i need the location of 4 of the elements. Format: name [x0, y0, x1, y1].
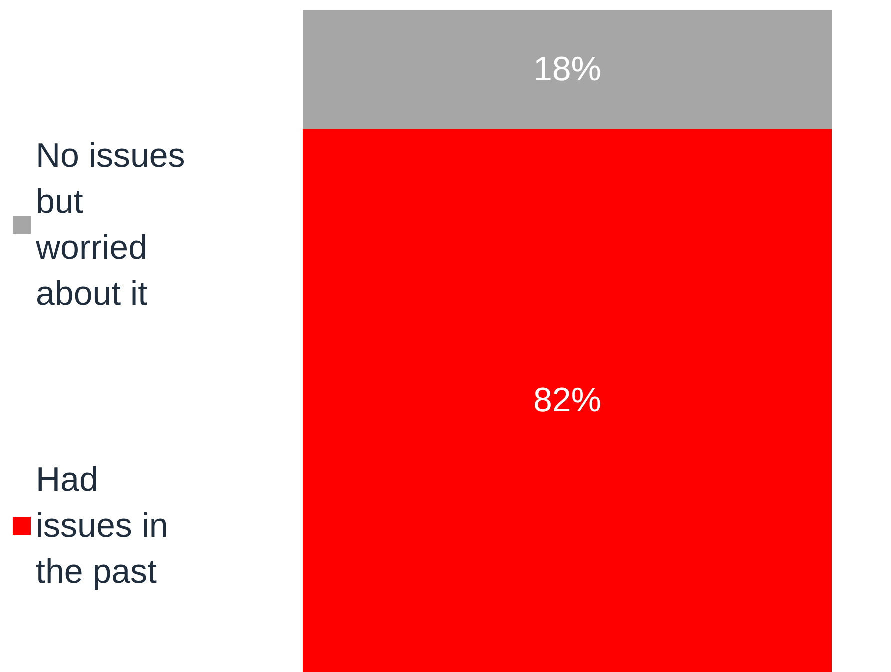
- legend-label: Had issues in the past: [36, 461, 178, 591]
- legend-label: No issues but worried about it: [35, 137, 195, 313]
- data-label: 18%: [533, 50, 602, 89]
- data-label: 82%: [533, 382, 602, 420]
